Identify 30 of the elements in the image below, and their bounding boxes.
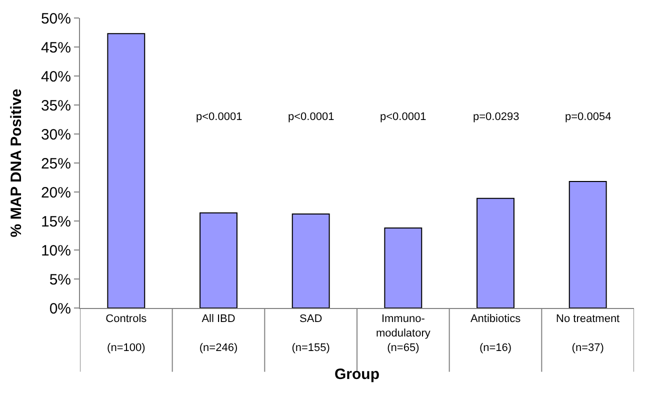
annotation: p<0.0001	[380, 111, 426, 123]
y-tick-label: 15%	[40, 213, 71, 230]
category-label: Antibiotics (n=16)	[470, 313, 521, 354]
category-label: No treatment (n=37)	[556, 313, 620, 354]
y-tick-label: 20%	[40, 184, 71, 202]
y-tick-label: 30%	[40, 126, 71, 144]
category-label: Controls (n=100)	[106, 313, 147, 354]
y-tick-label: 40%	[40, 68, 71, 86]
bar	[200, 212, 238, 308]
bar	[568, 181, 607, 308]
category-label: All IBD (n=246)	[199, 313, 238, 354]
y-tick-label: 10%	[40, 242, 71, 260]
bar	[292, 214, 330, 308]
bar	[107, 33, 146, 308]
annotation: p<0.0001	[196, 111, 242, 123]
bar	[384, 227, 422, 308]
y-tick-label: 35%	[40, 97, 71, 114]
y-tick-label: 25%	[40, 155, 71, 172]
annotation: p=0.0054	[565, 111, 612, 123]
annotation: p<0.0001	[288, 111, 334, 123]
y-tick-label: 50%	[40, 10, 71, 28]
y-tick-label: 0%	[49, 300, 71, 318]
bar	[476, 198, 514, 308]
y-tick-label: 5%	[49, 271, 71, 288]
annotation: p=0.0293	[473, 111, 520, 123]
category-label: SAD (n=155)	[292, 313, 330, 354]
x-axis-title: Group	[334, 366, 380, 383]
x-tick-label: Immuno- modulatory (n=65)	[376, 313, 431, 354]
y-tick-label: 45%	[40, 39, 71, 56]
y-axis-title: % MAP DNA Positive	[8, 88, 26, 238]
